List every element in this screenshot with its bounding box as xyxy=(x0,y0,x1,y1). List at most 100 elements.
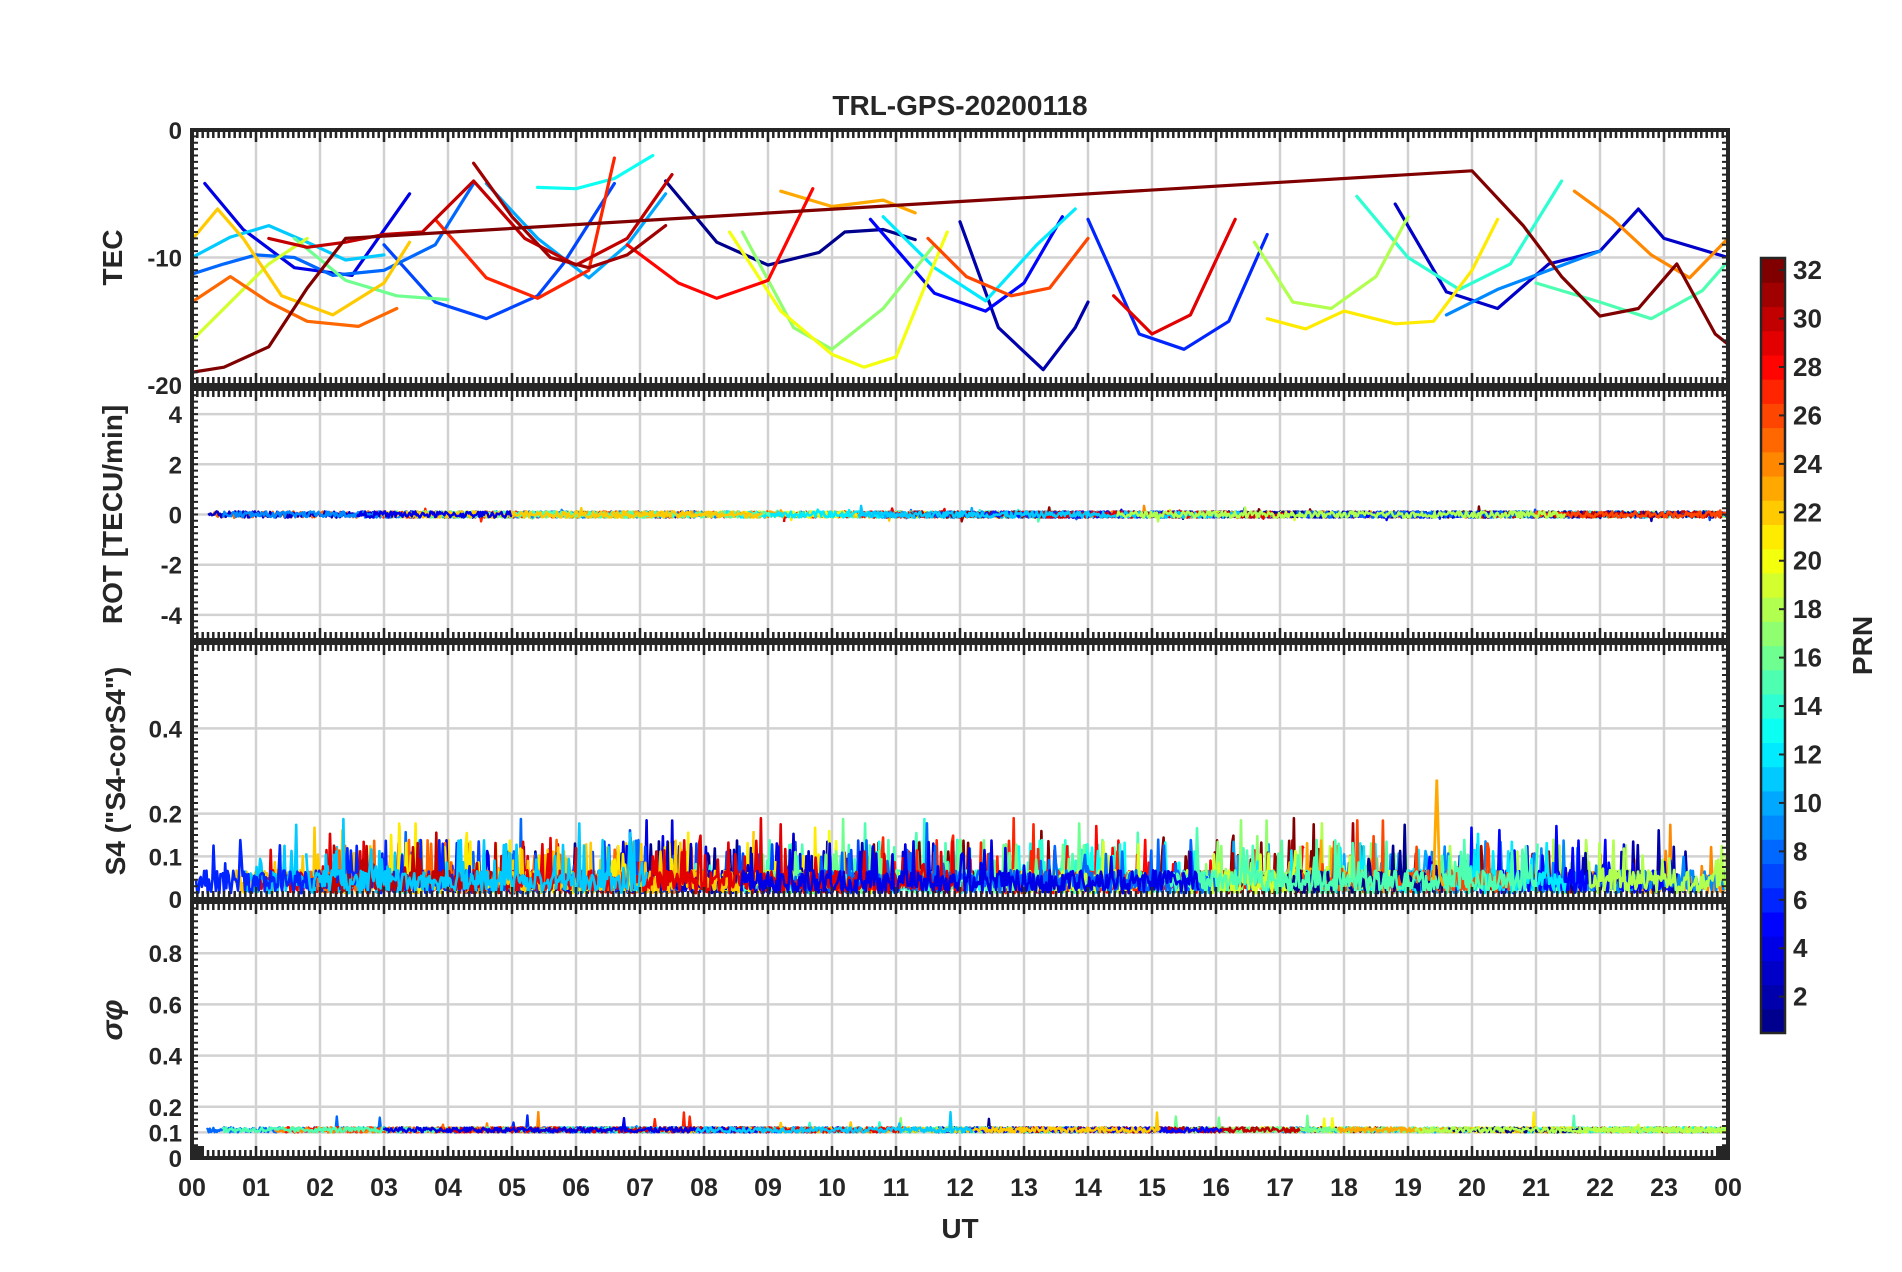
colorbar-tick-label: 24 xyxy=(1793,449,1822,479)
colorbar-cell-prn-29 xyxy=(1761,330,1785,356)
tec-series-prn-24 xyxy=(1572,189,1728,280)
colorbar-cell-prn-15 xyxy=(1761,669,1785,695)
x-tick-label: 18 xyxy=(1330,1174,1358,1202)
panel-corner-marker-right xyxy=(1716,1146,1730,1160)
panel-rot-y-axis-label: ROT [TECU/min] xyxy=(97,405,128,624)
x-tick-label: 19 xyxy=(1394,1174,1422,1202)
tec-series-prn-7 xyxy=(382,181,617,321)
x-tick-label: 20 xyxy=(1458,1174,1486,1202)
tec-series-prn-20 xyxy=(727,230,949,369)
tec-series-prn-1 xyxy=(663,179,917,267)
tec-series-prn-31 xyxy=(472,161,668,270)
panel-s4-y-minor-ticks xyxy=(192,642,1728,900)
panel-tec-series xyxy=(192,153,1728,374)
colorbar-frame xyxy=(1759,256,1787,1035)
panel-sigma_phi-trace-prn-18 xyxy=(1414,1126,1728,1134)
tec-series-prn-32 xyxy=(192,169,1728,374)
panel-sigma_phi-series xyxy=(206,1110,1728,1134)
panel-s4-trace-prn-15 xyxy=(1162,826,1539,895)
panel-sigma_phi-y-tick-label: 0.1 xyxy=(149,1120,182,1147)
panel-sigma_phi-y-tick-label: 0.2 xyxy=(149,1095,182,1122)
panel-sigma_phi: 0.8 0.6 0.4 0.20.10 σφ 00 01 02 03 04 05 06 07 08 09 10… xyxy=(96,900,1742,1202)
colorbar-cell-prn-5 xyxy=(1761,911,1785,937)
tec-series-prn-22 xyxy=(192,207,412,317)
panel-tec-y-tick-label: 0 xyxy=(169,118,182,145)
panel-s4-y-axis-label: S4 ("S4-corS4") xyxy=(100,667,131,876)
tec-series-prn-6 xyxy=(1086,217,1269,351)
colorbar-tick-label: 4 xyxy=(1793,933,1808,963)
panel-rot-y-tick-label: 4 xyxy=(169,402,183,429)
x-tick-label: 21 xyxy=(1522,1174,1550,1202)
x-tick-label: 01 xyxy=(242,1174,270,1202)
colorbar-cell-prn-9 xyxy=(1761,815,1785,840)
tec-series-prn-29 xyxy=(1111,217,1237,336)
colorbar-cell-prn-25 xyxy=(1761,427,1785,453)
tec-series-prn-16 xyxy=(292,236,450,302)
tec-series-prn-30 xyxy=(267,173,674,267)
colorbar-tick-label: 6 xyxy=(1793,885,1807,915)
colorbar-tick-label: 16 xyxy=(1793,643,1822,673)
panel-sigma_phi-trace-prn-11 xyxy=(694,1110,974,1134)
tec-series-prn-13 xyxy=(535,153,655,191)
panel-rot-series xyxy=(207,504,1728,523)
colorbar-label: PRN xyxy=(1847,616,1878,675)
colorbar-cell-prn-23 xyxy=(1761,475,1785,501)
x-tick-label: 02 xyxy=(306,1174,334,1202)
panel-sigma_phi-y-tick-label: 0.6 xyxy=(149,992,182,1019)
panel-rot-y-tick-label: -2 xyxy=(161,553,182,580)
x-tick-label: 13 xyxy=(1010,1174,1038,1202)
tec-series-prn-26 xyxy=(926,236,1090,298)
tec-series-prn-17 xyxy=(740,230,937,351)
panel-s4: 0.4 0.2 0.1 0 S4 ("S4-corS4") xyxy=(100,641,1730,914)
tec-series-prn-2 xyxy=(958,220,1090,372)
tec-series-prn-11 xyxy=(192,224,386,262)
panel-sigma-y-axis-label: σφ xyxy=(96,999,129,1040)
tec-series-prn-25 xyxy=(192,275,399,328)
tec-series-prn-18 xyxy=(1252,215,1410,311)
colorbar-cell-prn-21 xyxy=(1761,524,1785,550)
colorbar-tick-label: 10 xyxy=(1793,788,1822,818)
x-tick-label: 00 xyxy=(1714,1174,1742,1202)
x-tick-label: 09 xyxy=(754,1174,782,1202)
panel-sigma_phi-trace-prn-4 xyxy=(382,1116,758,1134)
x-tick-label: 16 xyxy=(1202,1174,1230,1202)
colorbar-cell-prn-17 xyxy=(1761,621,1785,647)
colorbar-tick-label: 8 xyxy=(1793,836,1807,866)
x-tick-label: 08 xyxy=(690,1174,718,1202)
x-tick-label: 22 xyxy=(1586,1174,1614,1202)
x-tick-label: 07 xyxy=(626,1174,654,1202)
panel-s4-y-tick-label: 0 xyxy=(169,887,182,914)
colorbar-tick-label: 14 xyxy=(1793,691,1822,721)
x-tick-label: 14 xyxy=(1074,1174,1102,1202)
panel-sigma_phi-y-tick-label: 0.4 xyxy=(149,1044,183,1071)
colorbar-cell-prn-31 xyxy=(1761,282,1785,308)
panel-rot-y-minor-ticks xyxy=(192,388,1728,641)
x-axis-label: UT xyxy=(941,1213,978,1244)
colorbar-tick-label: 12 xyxy=(1793,739,1822,769)
panel-tec-y-axis-label: TEC xyxy=(97,230,128,286)
panel-sigma_phi-y-minor-ticks xyxy=(192,901,1728,1159)
panel-s4-y-tick-label: 0.1 xyxy=(149,844,182,871)
panel-rot-trace-prn-18 xyxy=(1116,506,1566,523)
tec-series-prn-9 xyxy=(1444,249,1602,317)
panel-tec-y-tick-label: -10 xyxy=(147,246,182,273)
x-tick-label: 03 xyxy=(370,1174,398,1202)
colorbar-cell-prn-13 xyxy=(1761,718,1785,743)
panel-rot-y-tick-label: -4 xyxy=(161,603,183,630)
x-tick-label: 06 xyxy=(562,1174,590,1202)
x-tick-label: 10 xyxy=(818,1174,846,1202)
x-tick-label: 15 xyxy=(1138,1174,1166,1202)
panel-s4-peak-event xyxy=(1432,779,1445,887)
panel-corner-marker-left xyxy=(190,1146,204,1160)
colorbar-cell-prn-1 xyxy=(1761,1008,1785,1034)
colorbar-tick-label: 20 xyxy=(1793,546,1822,576)
x-tick-label: 00 xyxy=(178,1174,206,1202)
x-tick-label: 04 xyxy=(434,1174,462,1202)
tec-series-prn-27 xyxy=(433,156,617,300)
tec-series-prn-5 xyxy=(868,215,1065,313)
colorbar-cell-prn-19 xyxy=(1761,572,1785,598)
colorbar-cell-prn-3 xyxy=(1761,960,1785,986)
